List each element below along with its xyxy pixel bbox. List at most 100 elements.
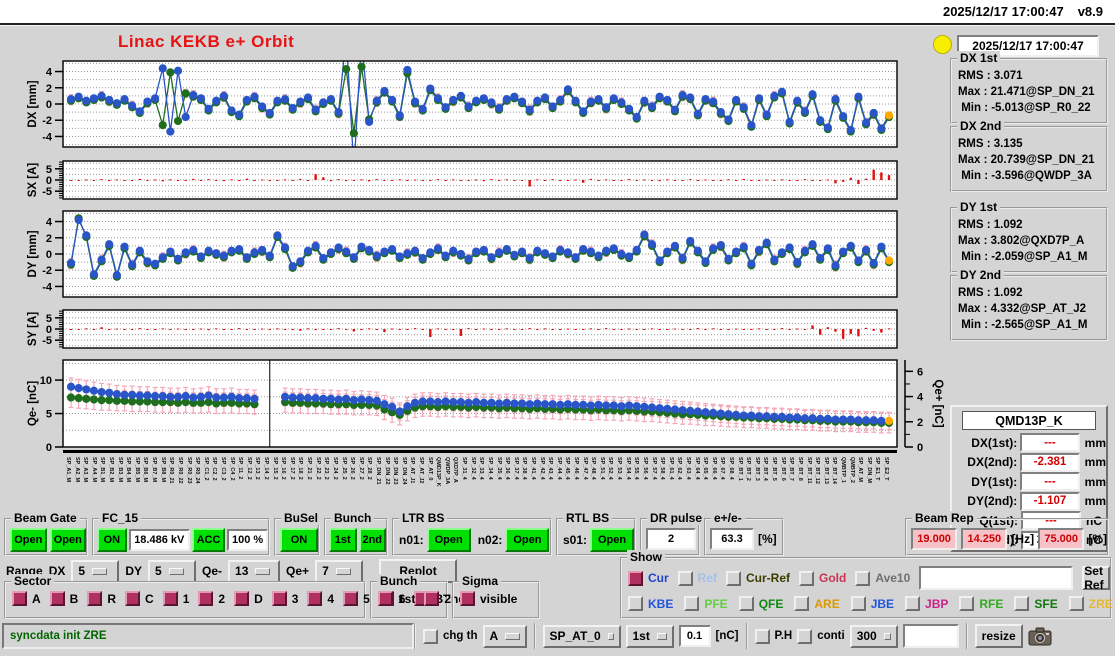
- eratio-group: e+/e- 63.3 [%]: [704, 511, 784, 556]
- show-check-pfe[interactable]: PFE: [684, 596, 728, 611]
- sector-check-r[interactable]: R: [87, 591, 116, 606]
- bpm-label: SP_26_2: [349, 457, 356, 480]
- bunch-check-1st[interactable]: 1st: [378, 591, 415, 606]
- range-qe-minus-select[interactable]: 13: [228, 559, 281, 583]
- show-check-qfe[interactable]: QFE: [738, 596, 783, 611]
- ref-name-input[interactable]: [919, 566, 1074, 590]
- svg-text:5: 5: [46, 313, 52, 325]
- checkbox-icon[interactable]: [378, 591, 393, 606]
- show-check-ave10[interactable]: Ave10: [855, 570, 910, 586]
- checkbox-icon[interactable]: [424, 591, 440, 606]
- range-dx-select[interactable]: 5: [71, 559, 120, 583]
- fc15-on-button[interactable]: ON: [97, 528, 127, 552]
- checkbox-icon[interactable]: [343, 591, 359, 606]
- sector-check-3[interactable]: 3: [271, 591, 298, 606]
- bpm-label: SP_56_4: [641, 457, 648, 480]
- ltr-n01-open-button[interactable]: Open: [426, 528, 471, 552]
- checkbox-icon[interactable]: [794, 596, 810, 611]
- sigma-check-visible[interactable]: visible: [460, 591, 517, 606]
- bpm-label: SP_42_4: [538, 457, 545, 480]
- sector-check-d[interactable]: D: [234, 591, 263, 606]
- sector-check-2[interactable]: 2: [198, 591, 225, 606]
- checkbox-icon[interactable]: [726, 570, 742, 586]
- checkbox-icon[interactable]: [49, 591, 65, 606]
- checkbox-icon[interactable]: [307, 591, 323, 606]
- checkbox-icon[interactable]: [850, 596, 866, 611]
- checkbox-icon[interactable]: [738, 596, 754, 611]
- option-menu-icon: [92, 567, 108, 575]
- svg-text:5: 5: [46, 409, 52, 421]
- rtl-s01-open-button[interactable]: Open: [590, 528, 634, 552]
- sector-check-a[interactable]: A: [12, 591, 41, 606]
- checkbox-icon[interactable]: [905, 596, 921, 611]
- chart-dx: 4 2 0 -2 -4DX [mm]: [27, 60, 898, 148]
- show-check-zre[interactable]: ZRE: [1068, 596, 1113, 611]
- checkbox-icon[interactable]: [1068, 596, 1084, 611]
- stats-panel-dy-2nd: DY 2nd RMS : 1.092 Max : 4.332@SP_AT_J2 Mi…: [950, 268, 1108, 341]
- checkbox-icon[interactable]: [162, 591, 178, 606]
- sector-check-4[interactable]: 4: [307, 591, 334, 606]
- fc15-acc-button[interactable]: ACC: [191, 528, 226, 552]
- camera-icon[interactable]: [1028, 627, 1052, 646]
- bpm-label: SP_BT_14: [831, 457, 838, 484]
- bunch-1st-button[interactable]: 1st: [329, 528, 357, 552]
- interval-select[interactable]: 300: [849, 624, 898, 648]
- conti-checkbox[interactable]: [797, 628, 813, 644]
- threshold-value[interactable]: 0.1: [678, 625, 711, 647]
- show-check-sfe[interactable]: SFE: [1014, 596, 1058, 611]
- beam-gate-open-2-button[interactable]: Open: [49, 528, 86, 552]
- ph-checkbox[interactable]: [754, 628, 770, 644]
- sector-check-c[interactable]: C: [125, 591, 154, 606]
- checkbox-icon[interactable]: [234, 591, 250, 606]
- checkbox-icon[interactable]: [628, 570, 643, 586]
- show-check-cur-ref[interactable]: Cur-Ref: [726, 570, 790, 586]
- range-qe-plus-select[interactable]: 7: [315, 559, 364, 583]
- show-check-cur[interactable]: Cur: [628, 570, 669, 586]
- show-check-are[interactable]: ARE: [794, 596, 840, 611]
- show-check-jbe[interactable]: JBE: [850, 596, 894, 611]
- busel-title: BuSel: [281, 511, 322, 525]
- extra-input[interactable]: [902, 624, 959, 648]
- sector-check-5[interactable]: 5: [343, 591, 370, 606]
- beam-gate-open-1-button[interactable]: Open: [10, 528, 47, 552]
- checkbox-icon[interactable]: [628, 596, 643, 611]
- ltr-n02-open-button[interactable]: Open: [505, 528, 550, 552]
- bunch-select[interactable]: 1st: [625, 624, 674, 648]
- bpm-label: SP_BT_3: [753, 457, 760, 481]
- set-ref-button[interactable]: Set Ref: [1082, 564, 1110, 592]
- checkbox-icon[interactable]: [677, 570, 693, 586]
- checkbox-icon[interactable]: [125, 591, 141, 606]
- option-menu-icon: [335, 567, 351, 575]
- svg-text:-2: -2: [42, 265, 52, 277]
- busel-on-button[interactable]: ON: [280, 528, 318, 552]
- checkbox-label: 4: [327, 591, 335, 606]
- show-check-jbp[interactable]: JBP: [905, 596, 948, 611]
- range-dy-select[interactable]: 5: [148, 559, 197, 583]
- chg-th-checkbox[interactable]: [423, 628, 438, 644]
- bunch-2nd-button[interactable]: 2nd: [358, 528, 386, 552]
- sector-check-1[interactable]: 1: [162, 591, 189, 606]
- checkbox-icon[interactable]: [271, 591, 287, 606]
- checkbox-icon[interactable]: [959, 596, 975, 611]
- checkbox-icon[interactable]: [198, 591, 214, 606]
- show-check-rfe[interactable]: RFE: [959, 596, 1003, 611]
- bpm-label: SP_63_4: [684, 457, 691, 480]
- th-select[interactable]: A: [482, 624, 527, 648]
- show-check-ref[interactable]: Ref: [677, 570, 717, 586]
- resize-button[interactable]: resize: [974, 624, 1023, 648]
- checkbox-icon[interactable]: [87, 591, 103, 606]
- sector-check-b[interactable]: B: [49, 591, 78, 606]
- dr-pulse-group: DR pulse 2: [640, 511, 706, 556]
- checkbox-icon[interactable]: [12, 591, 27, 606]
- bpm-label: SP_B7_M: [151, 457, 158, 483]
- checkbox-icon[interactable]: [684, 596, 700, 611]
- bpm-select[interactable]: SP_AT_0: [542, 624, 621, 648]
- rtl-bs-title: RTL BS: [563, 511, 613, 525]
- show-check-kbe[interactable]: KBE: [628, 596, 673, 611]
- checkbox-icon[interactable]: [799, 570, 815, 586]
- checkbox-icon[interactable]: [460, 591, 475, 606]
- checkbox-icon[interactable]: [1014, 596, 1030, 611]
- show-check-gold[interactable]: Gold: [799, 570, 846, 586]
- checkbox-icon[interactable]: [855, 570, 871, 586]
- stat-row: Max : 4.332@SP_AT_J2: [958, 303, 1086, 315]
